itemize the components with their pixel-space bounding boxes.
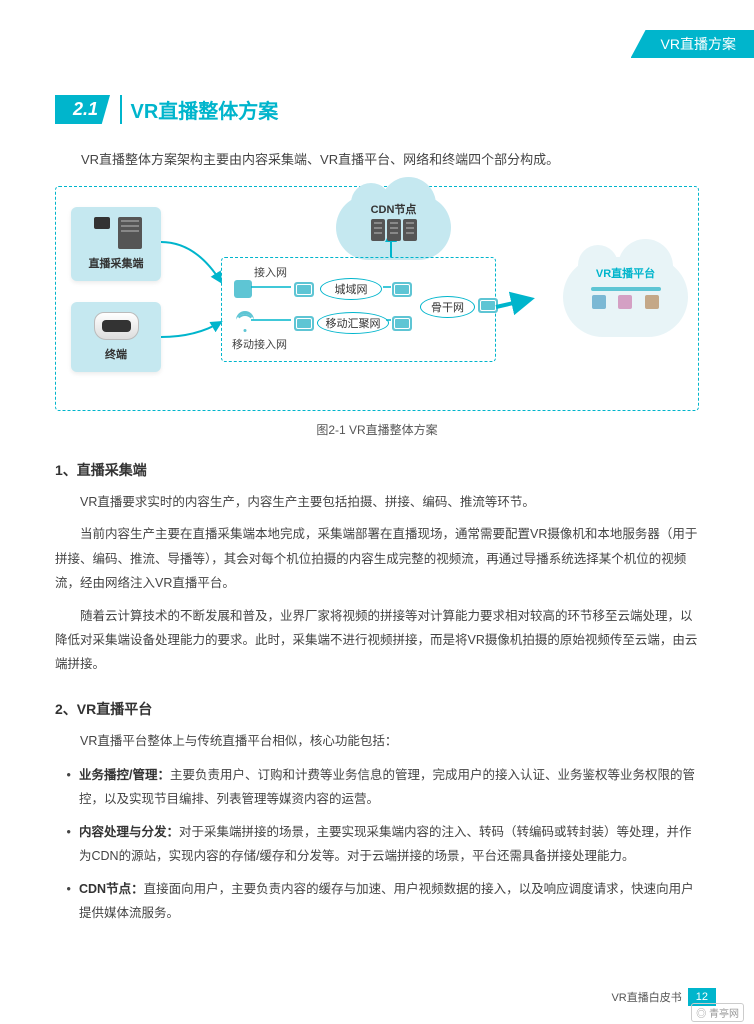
bullet-text: 主要负责用户、订购和计费等业务信息的管理，完成用户的接入认证、业务鉴权等业务权限… [79, 768, 695, 806]
list-item: CDN节点：直接面向用户，主要负责内容的缓存与加速、用户视频数据的接入，以及响应… [79, 877, 699, 926]
sub1-p1: VR直播要求实时的内容生产，内容生产主要包括拍摄、拼接、编码、推流等环节。 [55, 490, 699, 514]
backbone-label: 骨干网 [420, 296, 475, 318]
section-header: 2.1 VR直播整体方案 [55, 95, 699, 124]
access-icon [234, 280, 252, 298]
node-capture: 直播采集端 [71, 207, 161, 281]
terminal-label: 终端 [79, 346, 153, 362]
metro-label: 城域网 [320, 278, 382, 300]
headset-icon [94, 312, 139, 340]
server-icon [371, 219, 385, 241]
list-item: 内容处理与分发：对于采集端拼接的场景，主要实现采集端内容的注入、转码（转编码或转… [79, 820, 699, 869]
section-number: 2.1 [55, 95, 110, 124]
header-tab: VR直播方案 [631, 30, 754, 58]
router-icon [294, 316, 314, 331]
sub1-p2: 当前内容生产主要在直播采集端本地完成，采集端部署在直播现场，通常需要配置VR摄像… [55, 522, 699, 595]
section-title: VR直播整体方案 [120, 95, 278, 124]
bullet-bold: CDN节点： [79, 882, 144, 896]
bullet-list: 业务播控/管理：主要负责用户、订购和计费等业务信息的管理，完成用户的接入认证、业… [55, 763, 699, 925]
diagram-caption: 图2-1 VR直播整体方案 [55, 421, 699, 438]
footer-text: VR直播白皮书 [611, 989, 681, 1005]
node-cdn: CDN节点 [336, 195, 451, 260]
router-icon [392, 282, 412, 297]
node-terminal: 终端 [71, 302, 161, 372]
architecture-diagram: 直播采集端 终端 CDN节点 VR直播平台 [55, 186, 699, 411]
node-platform: VR直播平台 [563, 257, 688, 337]
cdn-label: CDN节点 [336, 195, 451, 217]
list-item: 业务播控/管理：主要负责用户、订购和计费等业务信息的管理，完成用户的接入认证、业… [79, 763, 699, 812]
sub1-heading: 1、直播采集端 [55, 460, 699, 480]
router-icon [294, 282, 314, 297]
mobile-access-label: 移动接入网 [232, 336, 287, 352]
watermark: ◎ 青亭网 [691, 1003, 744, 1022]
server-icon [118, 217, 142, 249]
wireless-icon [237, 316, 253, 332]
mobile-agg-label: 移动汇聚网 [317, 312, 389, 334]
router-icon [392, 316, 412, 331]
network-box: 接入网 移动接入网 城域网 移动汇聚网 骨干网 [221, 257, 496, 362]
bullet-bold: 业务播控/管理： [79, 768, 170, 782]
capture-label: 直播采集端 [79, 255, 153, 271]
server-icon [403, 219, 417, 241]
camera-icon [90, 217, 114, 237]
sub2-p1: VR直播平台整体上与传统直播平台相似，核心功能包括： [55, 729, 699, 753]
sub2-heading: 2、VR直播平台 [55, 699, 699, 719]
sub1-p3: 随着云计算技术的不断发展和普及，业界厂家将视频的拼接等对计算能力要求相对较高的环… [30, 604, 699, 677]
bullet-text: 直接面向用户，主要负责内容的缓存与加速、用户视频数据的接入，以及响应调度请求，快… [79, 882, 694, 920]
intro-paragraph: VR直播整体方案架构主要由内容采集端、VR直播平台、网络和终端四个部分构成。 [55, 149, 699, 168]
router-icon [478, 298, 498, 313]
access-label: 接入网 [254, 264, 287, 280]
bullet-bold: 内容处理与分发： [79, 825, 179, 839]
server-icon [387, 219, 401, 241]
platform-label: VR直播平台 [563, 257, 688, 281]
